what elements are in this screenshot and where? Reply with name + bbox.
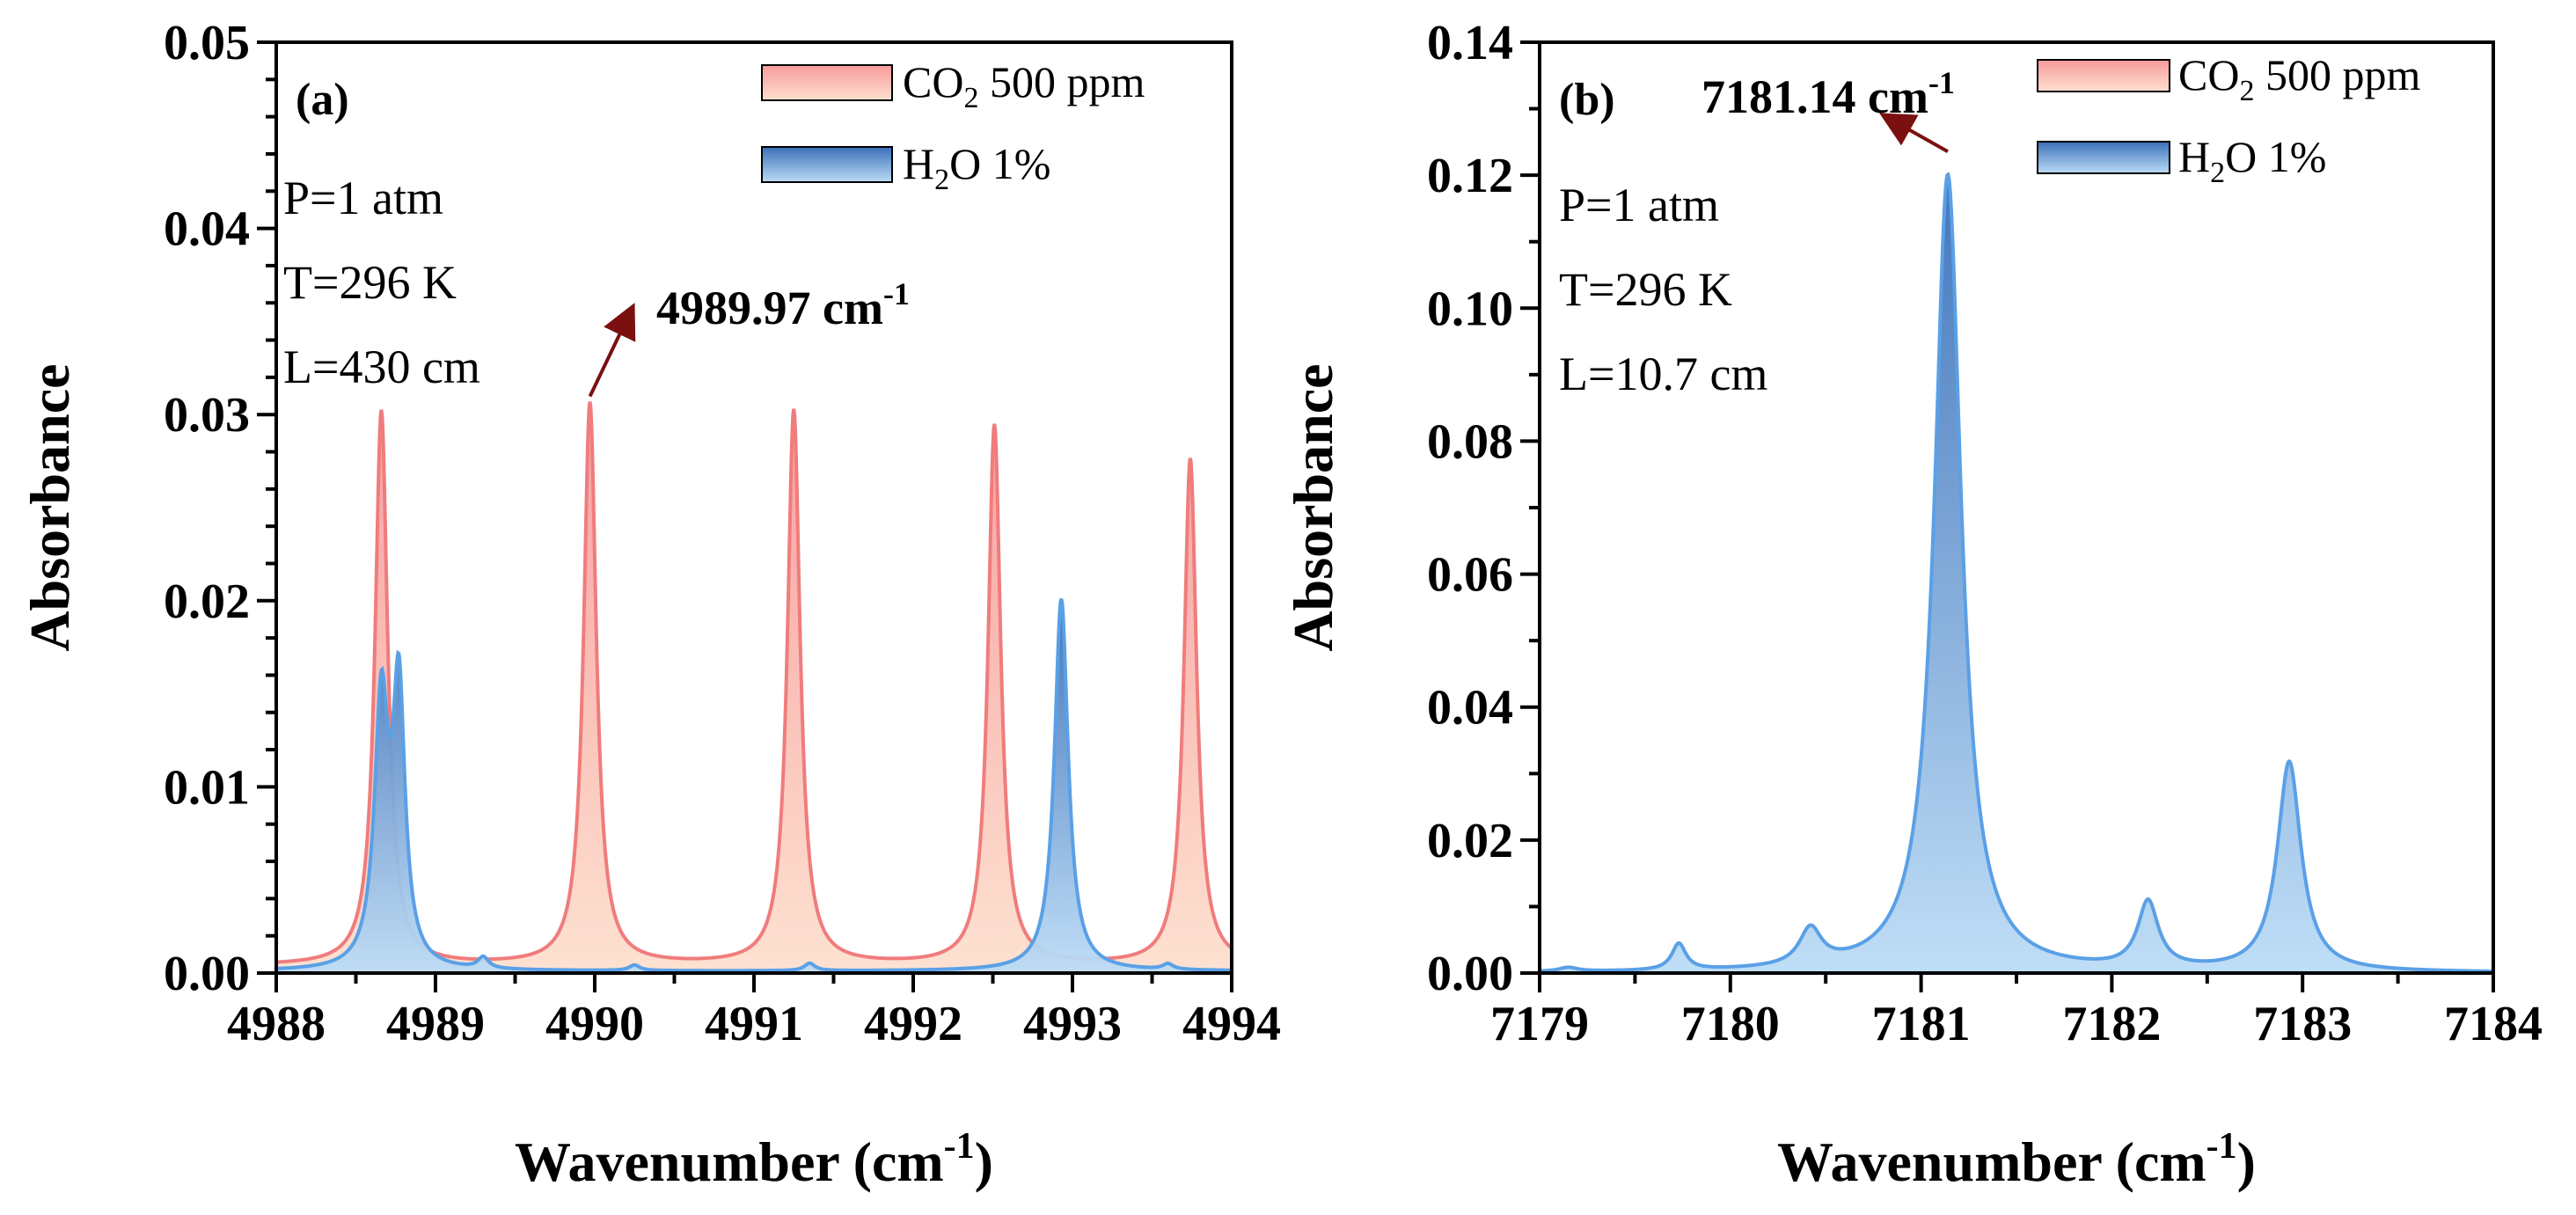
panel-a-h2o-area [276, 598, 1232, 973]
panel-a-x-tick-label: 4994 [1182, 997, 1281, 1051]
panel-b-legend-label-h2o: H2O 1% [2178, 132, 2326, 189]
panel-a-x-tick-label: 4991 [705, 997, 803, 1051]
panel-b-h2o-line [1539, 172, 2494, 973]
panel-a-x-axis-title: Wavenumber (cm-1) [515, 1126, 993, 1193]
panel-a-series [275, 401, 1233, 974]
panel-a-y-tick-label: 0.04 [164, 202, 250, 257]
panel-a: 4988 4989 4990 4991 4992 4993 4994 0.00 … [18, 16, 1281, 1193]
panel-a-legend-label-h2o: H2O 1% [903, 139, 1050, 196]
panel-a-condition-pressure: P=1 atm [283, 172, 443, 224]
panel-a-legend-swatch-co2 [761, 64, 893, 101]
panel-b-y-tick-label: 0.06 [1427, 548, 1513, 603]
panel-a-h2o-line [275, 598, 1233, 973]
panel-a-condition-temperature: T=296 K [283, 256, 457, 309]
panel-b-y-tick-label: 0.10 [1427, 282, 1513, 336]
panel-a-y-tick-label: 0.05 [164, 16, 250, 70]
panel-a-legend-label-co2: CO2 500 ppm [903, 57, 1145, 114]
panel-a-co2-line [275, 401, 1233, 964]
panel-b-x-tick-label: 7183 [2253, 997, 2352, 1051]
panel-a-peak-arrow [588, 303, 636, 398]
panel-b-ticks [1520, 40, 2495, 992]
panel-a-y-tick-label: 0.03 [164, 388, 250, 443]
panel-b-condition-temperature: T=296 K [1559, 263, 1732, 316]
panel-b-condition-length: L=10.7 cm [1559, 348, 1767, 400]
panel-b-x-tick-label: 7182 [2062, 997, 2161, 1051]
panel-a-condition-length: L=430 cm [283, 340, 480, 393]
panel-a-y-axis-title: Absorbance [18, 363, 81, 651]
panel-b-legend-swatch-co2 [2037, 59, 2170, 92]
panel-a-legend: CO2 500 ppm H2O 1% [761, 57, 1145, 196]
panel-a-x-tick-label: 4992 [864, 997, 962, 1051]
panel-b-peak-arrow [1879, 113, 1949, 153]
panel-b-y-tick-label: 0.08 [1427, 414, 1513, 469]
panel-a-x-tick-label: 4990 [545, 997, 644, 1051]
panel-b-peak-annotation: 7181.14 cm-1 [1701, 65, 1955, 123]
panel-b-condition-pressure: P=1 atm [1559, 179, 1719, 231]
panel-b-x-tick-label: 7184 [2444, 997, 2543, 1051]
panel-a-ticks [257, 40, 1233, 992]
panel-a-x-tick-label: 4988 [227, 997, 326, 1051]
panel-b-y-tick-label: 0.12 [1427, 149, 1513, 203]
panel-a-peak-annotation: 4989.97 cm-1 [656, 276, 910, 334]
panel-a-legend-swatch-h2o [761, 146, 893, 183]
panel-b-legend-swatch-h2o [2037, 141, 2170, 174]
panel-b-y-tick-label: 0.14 [1427, 16, 1513, 70]
panel-b-y-tick-label: 0.04 [1427, 681, 1513, 736]
panel-b-x-tick-label: 7181 [1872, 997, 1971, 1051]
panel-a-x-tick-label: 4993 [1023, 997, 1122, 1051]
panel-b-legend: CO2 500 ppm H2O 1% [2037, 50, 2420, 189]
panel-a-y-tick-label: 0.02 [164, 575, 250, 629]
panel-b: 7179 7180 7181 7182 7183 7184 0.00 0.02 … [1282, 16, 2543, 1193]
panel-b-label: (b) [1559, 75, 1615, 125]
panel-b-x-axis-title: Wavenumber (cm-1) [1777, 1126, 2256, 1193]
panel-b-y-tick-label: 0.00 [1427, 947, 1513, 1001]
panel-b-x-tick-label: 7180 [1681, 997, 1780, 1051]
panel-a-y-tick-label: 0.01 [164, 760, 250, 815]
panel-a-y-tick-label: 0.00 [164, 947, 250, 1001]
panel-b-legend-label-co2: CO2 500 ppm [2178, 50, 2420, 107]
panel-b-x-tick-label: 7179 [1490, 997, 1589, 1051]
panel-a-x-tick-label: 4989 [386, 997, 485, 1051]
panel-b-y-axis-title: Absorbance [1282, 363, 1344, 651]
panel-a-label: (a) [296, 75, 349, 125]
panel-a-co2-area [276, 401, 1232, 974]
panel-b-y-tick-label: 0.02 [1427, 814, 1513, 868]
